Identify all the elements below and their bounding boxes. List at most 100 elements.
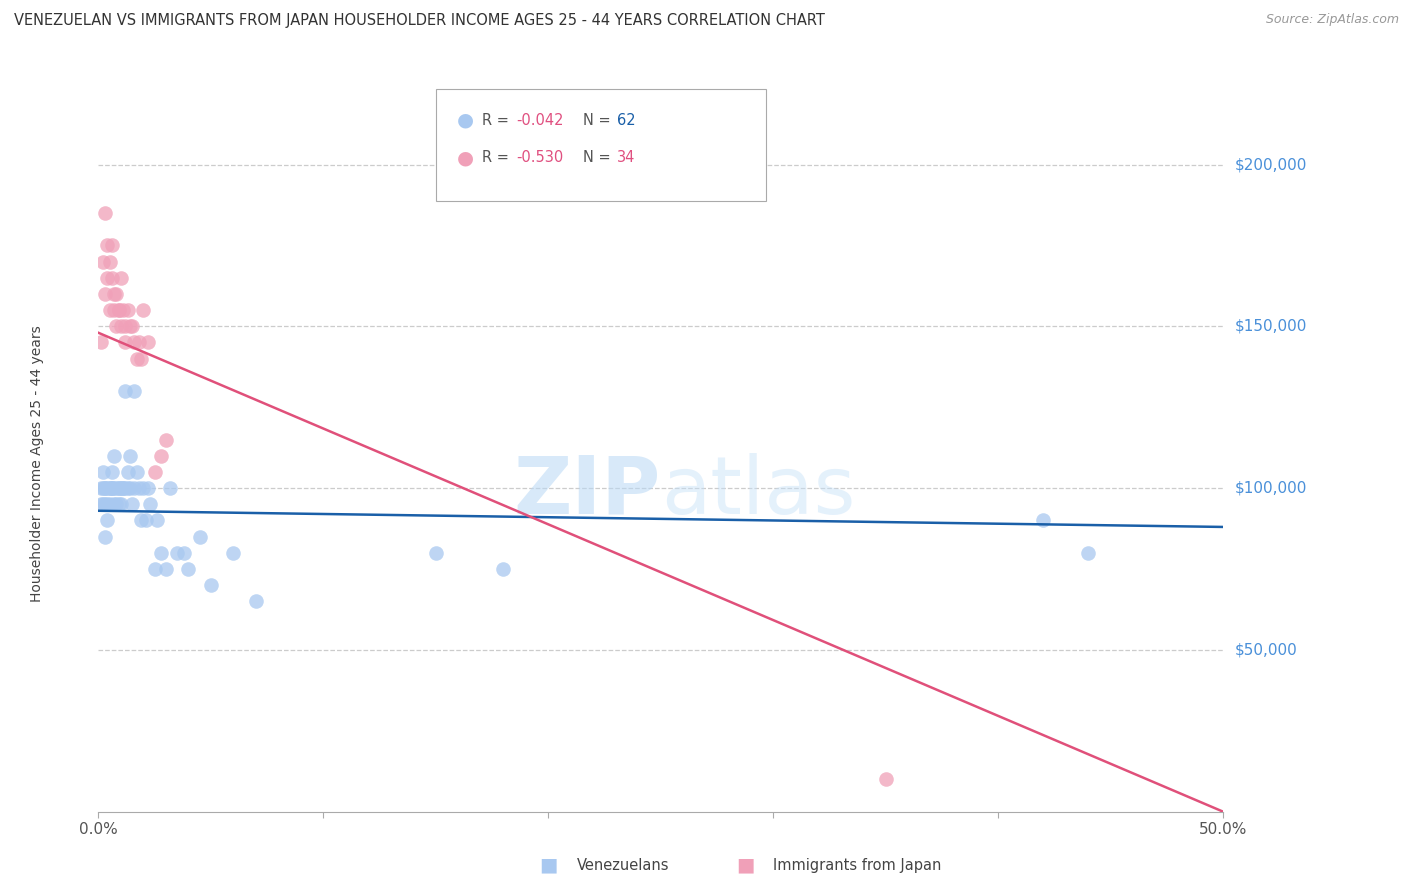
Point	[101, 238, 124, 252]
Point	[105, 287, 128, 301]
Text: VENEZUELAN VS IMMIGRANTS FROM JAPAN HOUSEHOLDER INCOME AGES 25 - 44 YEARS CORREL: VENEZUELAN VS IMMIGRANTS FROM JAPAN HOUS…	[14, 13, 825, 29]
Point	[107, 497, 129, 511]
Point	[118, 449, 141, 463]
Point	[94, 206, 117, 220]
Point	[98, 303, 121, 318]
Point	[98, 254, 121, 268]
Text: atlas: atlas	[661, 452, 855, 531]
Text: $200,000: $200,000	[1234, 157, 1306, 172]
Point	[118, 319, 141, 334]
Point	[101, 270, 124, 285]
Point	[1032, 513, 1054, 527]
Point	[136, 481, 159, 495]
Text: $100,000: $100,000	[1234, 481, 1306, 496]
Point	[150, 546, 173, 560]
Point	[94, 481, 117, 495]
Text: ●: ●	[457, 148, 474, 168]
Point	[91, 481, 114, 495]
Point	[173, 546, 195, 560]
Point	[155, 433, 177, 447]
Point	[129, 513, 152, 527]
Point	[103, 303, 125, 318]
Point	[91, 497, 114, 511]
Text: ■: ■	[735, 855, 755, 875]
Point	[117, 465, 139, 479]
Point	[121, 497, 143, 511]
Point	[425, 546, 447, 560]
Point	[118, 481, 141, 495]
Point	[90, 335, 112, 350]
Point	[166, 546, 188, 560]
Point	[107, 481, 129, 495]
Text: N =: N =	[583, 113, 616, 128]
Point	[114, 481, 136, 495]
Point	[117, 303, 139, 318]
Point	[114, 335, 136, 350]
Point	[129, 351, 152, 366]
Point	[91, 465, 114, 479]
Point	[107, 481, 129, 495]
Text: ZIP: ZIP	[513, 452, 661, 531]
Point	[110, 270, 132, 285]
Point	[98, 497, 121, 511]
Point	[135, 513, 157, 527]
Point	[101, 481, 124, 495]
Point	[492, 562, 515, 576]
Point	[112, 481, 135, 495]
Point	[105, 481, 128, 495]
Text: 34: 34	[617, 151, 636, 165]
Point	[124, 481, 146, 495]
Point	[875, 772, 897, 787]
Text: 62: 62	[617, 113, 636, 128]
Point	[125, 465, 148, 479]
Point	[110, 497, 132, 511]
Point	[96, 238, 118, 252]
Point	[136, 335, 159, 350]
Point	[98, 481, 121, 495]
Point	[96, 497, 118, 511]
Point	[90, 497, 112, 511]
Point	[125, 351, 148, 366]
Point	[150, 449, 173, 463]
Point	[110, 481, 132, 495]
Text: $50,000: $50,000	[1234, 642, 1298, 657]
Point	[177, 562, 200, 576]
Point	[105, 319, 128, 334]
Point	[98, 481, 121, 495]
Point	[103, 481, 125, 495]
Text: ■: ■	[538, 855, 558, 875]
Text: Source: ZipAtlas.com: Source: ZipAtlas.com	[1265, 13, 1399, 27]
Point	[121, 319, 143, 334]
Text: Venezuelans: Venezuelans	[576, 858, 669, 872]
Text: -0.530: -0.530	[516, 151, 564, 165]
Point	[155, 562, 177, 576]
Point	[143, 465, 166, 479]
Point	[90, 481, 112, 495]
Point	[96, 270, 118, 285]
Point	[107, 303, 129, 318]
Point	[117, 481, 139, 495]
Text: R =: R =	[482, 151, 513, 165]
Text: ●: ●	[457, 111, 474, 130]
Point	[132, 481, 155, 495]
Text: $150,000: $150,000	[1234, 318, 1306, 334]
Point	[112, 303, 135, 318]
Point	[103, 287, 125, 301]
Point	[107, 303, 129, 318]
Point	[101, 481, 124, 495]
Point	[139, 497, 162, 511]
Point	[103, 449, 125, 463]
Point	[96, 481, 118, 495]
Point	[222, 546, 245, 560]
Point	[146, 513, 169, 527]
Point	[96, 513, 118, 527]
Point	[143, 562, 166, 576]
Point	[124, 384, 146, 398]
Text: -0.042: -0.042	[516, 113, 564, 128]
Point	[114, 384, 136, 398]
Point	[114, 319, 136, 334]
Point	[101, 465, 124, 479]
Point	[245, 594, 267, 608]
Point	[128, 481, 150, 495]
Point	[124, 335, 146, 350]
